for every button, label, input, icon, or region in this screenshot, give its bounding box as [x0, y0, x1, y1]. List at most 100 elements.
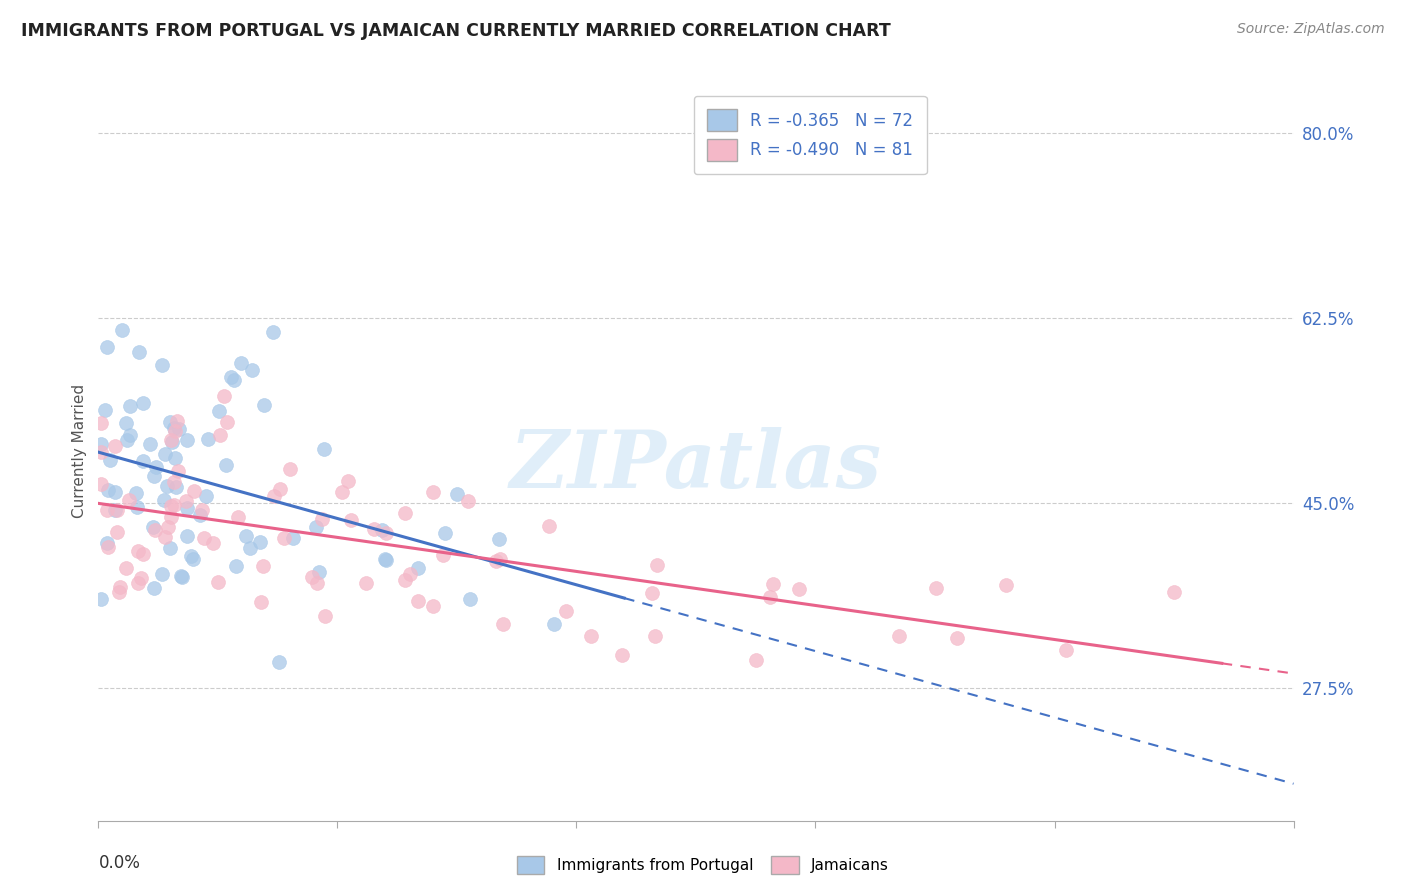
Point [127, 544, 149, 558]
Point [153, 447, 176, 461]
Point [432, 548, 454, 562]
Point [163, 421, 186, 435]
Point [114, 416, 136, 430]
Point [226, 509, 249, 524]
Point [374, 525, 396, 540]
Point [645, 558, 668, 573]
Point [336, 475, 359, 489]
Point [263, 489, 285, 503]
Point [97, 483, 120, 497]
Point [125, 500, 148, 514]
Point [176, 433, 198, 447]
Point [946, 631, 969, 645]
Point [108, 581, 131, 595]
Point [125, 485, 148, 500]
Point [240, 363, 263, 377]
Point [787, 582, 810, 597]
Point [202, 536, 225, 550]
Legend: Immigrants from Portugal, Jamaicans: Immigrants from Portugal, Jamaicans [510, 850, 896, 880]
Point [641, 585, 664, 599]
Point [249, 535, 271, 549]
Point [374, 553, 396, 567]
Text: IMMIGRANTS FROM PORTUGAL VS JAMAICAN CURRENTLY MARRIED CORRELATION CHART: IMMIGRANTS FROM PORTUGAL VS JAMAICAN CUR… [21, 22, 891, 40]
Point [269, 482, 291, 496]
Point [994, 577, 1017, 591]
Point [152, 567, 174, 582]
Point [98, 452, 121, 467]
Point [142, 581, 165, 595]
Point [97, 540, 120, 554]
Point [235, 529, 257, 543]
Point [165, 480, 187, 494]
Point [163, 475, 186, 489]
Point [273, 531, 295, 545]
Point [399, 567, 422, 582]
Point [127, 575, 149, 590]
Point [128, 344, 150, 359]
Point [889, 629, 911, 643]
Point [208, 403, 231, 417]
Point [224, 374, 246, 388]
Point [183, 552, 205, 566]
Point [301, 570, 323, 584]
Point [131, 547, 153, 561]
Point [96, 340, 118, 354]
Point [215, 458, 238, 473]
Point [394, 506, 416, 520]
Point [458, 592, 481, 607]
Point [307, 576, 329, 591]
Point [1163, 585, 1185, 599]
Point [153, 493, 176, 508]
Point [759, 590, 782, 604]
Point [250, 595, 273, 609]
Text: 0.0%: 0.0% [98, 854, 141, 872]
Point [610, 648, 633, 662]
Point [314, 608, 336, 623]
Point [90, 417, 112, 431]
Point [262, 325, 284, 339]
Point [485, 554, 508, 568]
Point [176, 528, 198, 542]
Point [278, 462, 301, 476]
Point [174, 494, 197, 508]
Point [90, 445, 112, 459]
Point [225, 558, 247, 573]
Point [394, 574, 416, 588]
Point [408, 561, 430, 575]
Point [131, 454, 153, 468]
Text: Source: ZipAtlas.com: Source: ZipAtlas.com [1237, 22, 1385, 37]
Point [488, 532, 510, 546]
Point [159, 415, 181, 429]
Point [925, 581, 948, 595]
Point [219, 369, 242, 384]
Legend: R = -0.365   N = 72, R = -0.490   N = 81: R = -0.365 N = 72, R = -0.490 N = 81 [693, 96, 927, 174]
Point [166, 414, 188, 428]
Point [370, 523, 392, 537]
Point [120, 399, 142, 413]
Point [191, 503, 214, 517]
Point [209, 427, 232, 442]
Point [330, 484, 353, 499]
Point [160, 509, 183, 524]
Point [107, 585, 129, 599]
Point [229, 356, 252, 370]
Point [374, 551, 396, 566]
Point [253, 398, 276, 412]
Point [118, 493, 141, 508]
Point [1054, 642, 1077, 657]
Point [644, 629, 666, 643]
Point [90, 592, 112, 607]
Point [207, 575, 229, 590]
Point [311, 512, 333, 526]
Point [579, 628, 602, 642]
Point [363, 522, 385, 536]
Point [160, 433, 183, 447]
Point [163, 451, 186, 466]
Point [492, 616, 515, 631]
Point [105, 503, 128, 517]
Point [543, 616, 565, 631]
Point [434, 525, 457, 540]
Point [159, 541, 181, 555]
Point [197, 432, 219, 446]
Point [354, 576, 377, 591]
